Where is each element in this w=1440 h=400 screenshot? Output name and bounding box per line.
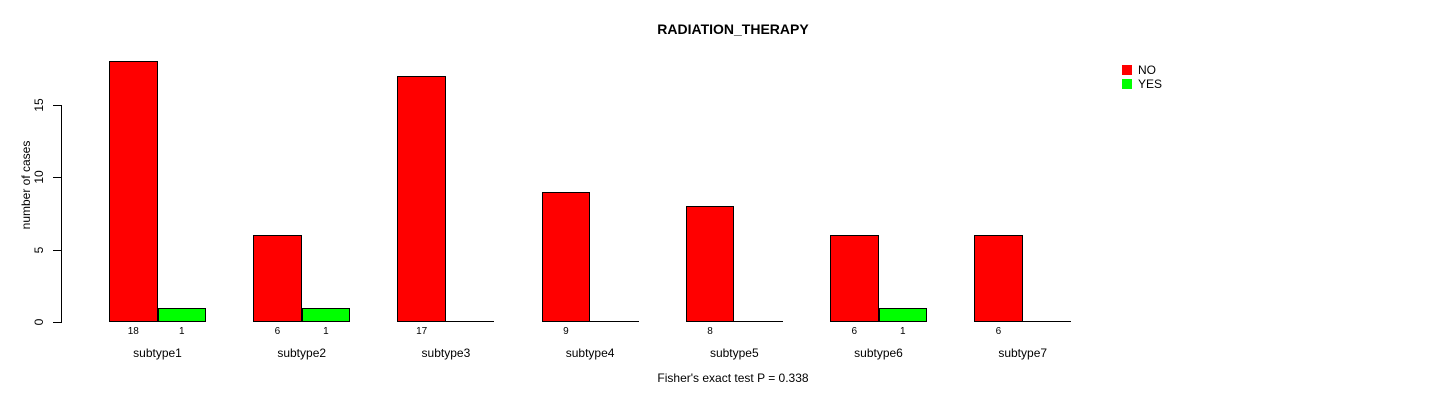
y-tick-label: 10 [32,170,46,184]
bar-value-label: 6 [851,326,858,337]
bar-no-subtype3 [397,75,446,322]
legend-yes-swatch [1122,79,1132,89]
bar-value-label: 1 [323,326,329,337]
category-label-subtype1: subtype1 [133,346,182,360]
y-tick-label: 15 [32,97,46,112]
zero-bar-yes-subtype5 [734,321,783,322]
y-axis-label: number of cases [19,140,33,230]
bar-value-label: 18 [127,326,139,337]
bar-value-label: 17 [416,326,428,337]
fisher-test-annotation: Fisher's exact test P = 0.338 [657,371,809,385]
bar-value-label: 1 [178,326,185,337]
legend: NO YES [1122,63,1162,91]
bar-no-subtype5 [685,206,735,322]
y-tick [53,249,61,251]
bar-no-subtype4 [541,191,591,322]
y-tick [53,177,61,178]
zero-bar-yes-subtype7 [1022,321,1072,322]
category-label-subtype7: subtype7 [998,346,1048,360]
bar-value-label: 9 [563,326,569,337]
legend-no-label: NO [1138,63,1156,77]
bar-yes-subtype6 [878,307,927,322]
chart-title: RADIATION_THERAPY [657,21,809,37]
bar-yes-subtype1 [157,307,206,322]
category-label-subtype2: subtype2 [277,346,327,360]
y-tick [53,104,61,106]
y-tick-label: 5 [32,246,46,253]
y-tick-label: 0 [32,318,46,326]
bar-no-subtype6 [830,235,879,322]
bar-yes-subtype2 [301,307,351,322]
bar-value-label: 6 [995,326,1002,337]
bar-value-label: 6 [274,326,281,337]
category-label-subtype3: subtype3 [421,346,471,360]
zero-bar-yes-subtype4 [590,321,639,322]
legend-row-yes: YES [1122,77,1162,91]
legend-row-no: NO [1122,63,1162,77]
category-label-subtype5: subtype5 [709,346,759,360]
y-tick [53,322,61,323]
bar-no-subtype1 [109,61,158,322]
bar-no-subtype2 [253,235,302,322]
category-label-subtype4: subtype4 [565,346,615,360]
bar-value-label: 1 [899,326,906,337]
legend-no-swatch [1122,65,1132,75]
zero-bar-yes-subtype3 [445,321,495,322]
y-axis-line [61,104,62,323]
category-label-subtype6: subtype6 [854,346,903,360]
bar-value-label: 8 [707,326,713,337]
legend-yes-label: YES [1138,77,1163,91]
bar-no-subtype7 [974,235,1023,322]
